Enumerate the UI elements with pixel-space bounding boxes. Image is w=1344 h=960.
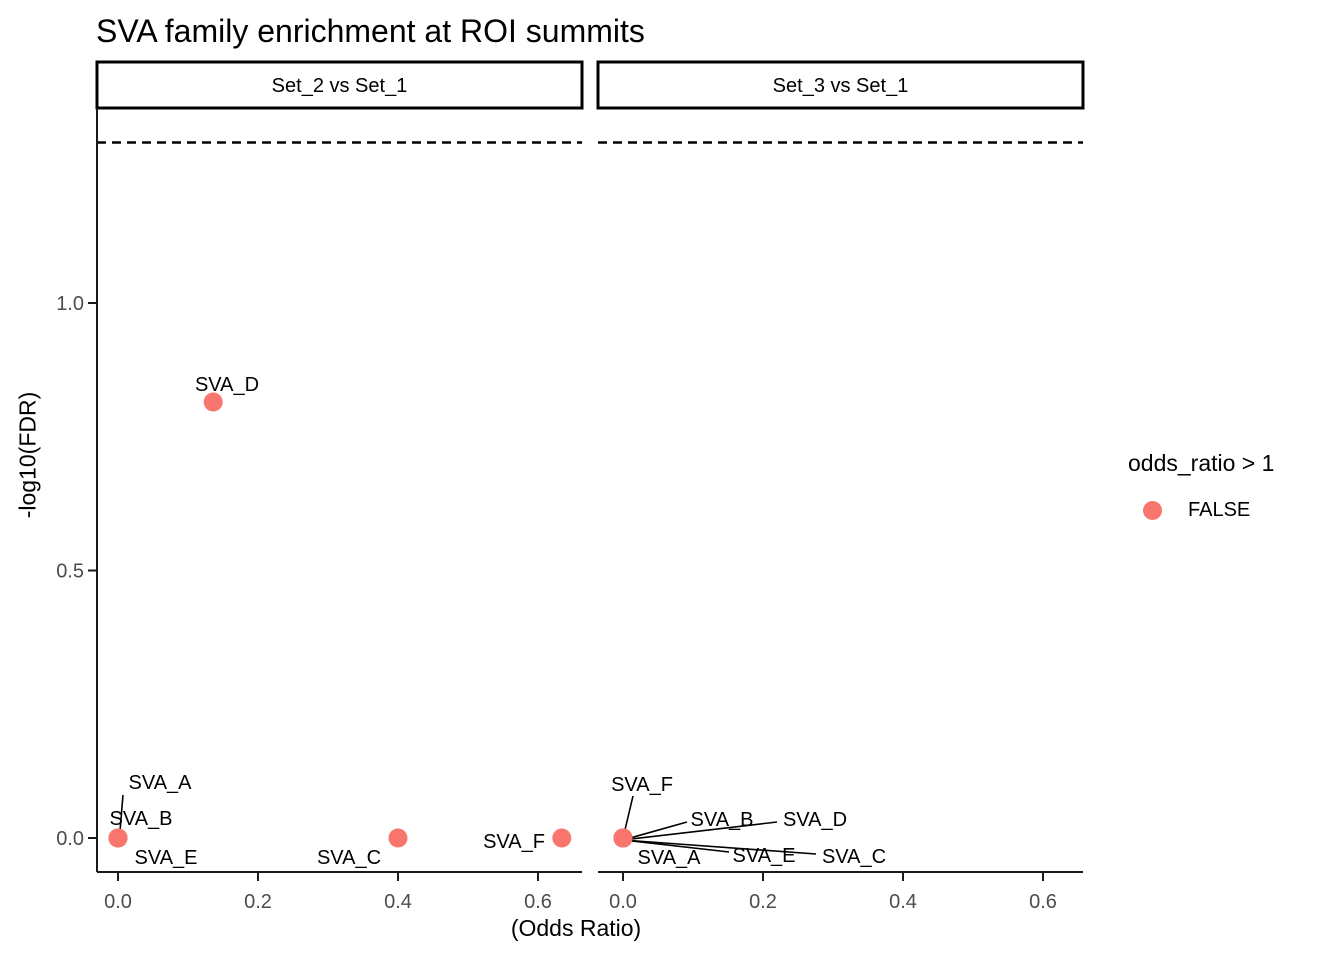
label-leader-line [119,794,124,832]
point-label: SVA_E [135,847,198,869]
y-tick-label: 0.0 [56,828,84,850]
data-point [388,828,408,848]
y-tick-label: 0.5 [56,561,84,583]
point-label: SVA_B [691,809,754,831]
x-tick-label: 0.6 [524,891,552,913]
y-axis-title: -log10(FDR) [14,391,41,519]
y-tick-label: 1.0 [56,293,84,315]
legend-point-icon [1143,501,1162,520]
point-label: SVA_F [483,831,545,853]
x-tick-label: 0.2 [244,891,272,913]
x-tick-label: 0.6 [1029,891,1057,913]
point-label: SVA_F [611,774,673,796]
point-label: SVA_A [129,772,193,794]
point-label: SVA_D [195,374,259,396]
data-point [552,828,572,848]
facet-strip-label: Set_3 vs Set_1 [773,75,909,97]
label-leader-line [622,821,688,841]
x-tick-label: 0.2 [749,891,777,913]
legend: odds_ratio > 1 FALSE [1128,450,1338,522]
x-tick-label: 0.4 [384,891,412,913]
label-leader-line [622,821,778,841]
legend-item: FALSE [1128,499,1338,522]
legend-item-label: FALSE [1188,499,1251,521]
point-label: SVA_C [822,846,886,868]
x-axis-title: (Odds Ratio) [510,915,642,941]
data-point [108,828,128,848]
data-point [203,392,223,412]
facet-strip [95,60,584,110]
point-label: SVA_E [733,845,796,867]
label-leader-line [623,795,634,835]
data-point [613,828,633,848]
facet-strip [596,60,1085,110]
plot-title: SVA family enrichment at ROI summits [96,13,645,49]
x-tick-label: 0.0 [104,891,132,913]
point-label: SVA_A [638,847,702,869]
legend-title: odds_ratio > 1 [1128,450,1275,476]
facet-strip-label: Set_2 vs Set_1 [272,75,408,97]
x-tick-label: 0.4 [889,891,917,913]
point-label: SVA_B [110,808,173,830]
x-tick-label: 0.0 [609,891,637,913]
point-label: SVA_D [783,809,847,831]
point-label: SVA_C [317,847,381,869]
label-leader-line [622,839,817,855]
